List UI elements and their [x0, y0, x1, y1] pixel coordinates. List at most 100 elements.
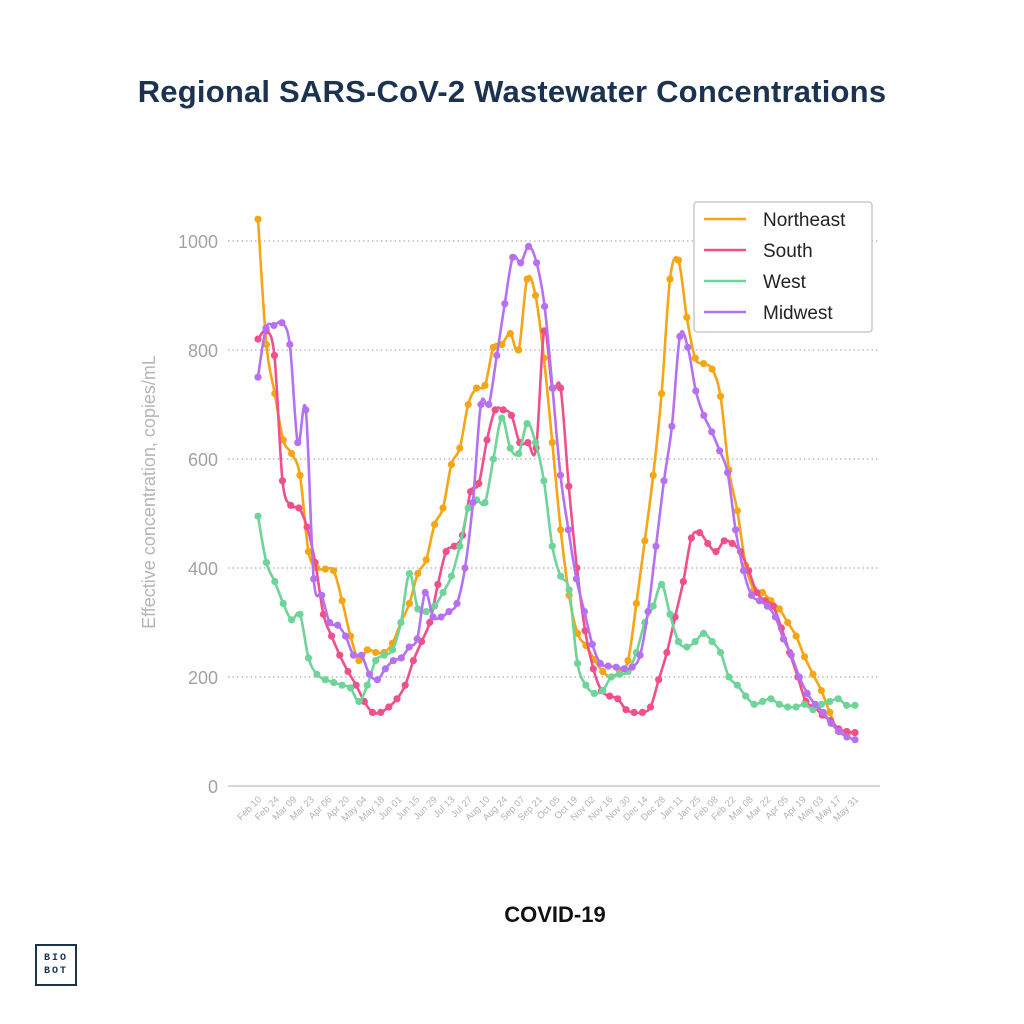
data-point-midwest — [373, 676, 381, 684]
data-point-midwest — [724, 469, 732, 477]
data-point-south — [254, 335, 262, 343]
series-midwest — [254, 242, 859, 744]
data-point-west — [557, 572, 565, 580]
footer-label: COVID-19 — [504, 902, 606, 927]
data-point-west — [271, 578, 279, 586]
data-point-northeast — [523, 275, 531, 283]
data-point-northeast — [809, 670, 817, 678]
data-point-west — [288, 616, 296, 624]
data-point-south — [450, 542, 458, 550]
data-point-west — [279, 599, 287, 608]
series-south — [254, 327, 859, 737]
series-line-west — [256, 416, 857, 711]
data-point-south — [606, 692, 614, 700]
data-point-west — [548, 542, 556, 550]
data-point-midwest — [421, 588, 429, 597]
data-point-northeast — [439, 504, 447, 512]
data-point-midwest — [541, 302, 549, 310]
data-point-south — [581, 627, 589, 635]
data-point-west — [355, 697, 363, 706]
data-point-northeast — [363, 646, 371, 654]
data-point-south — [557, 384, 565, 392]
data-point-midwest — [509, 253, 517, 261]
data-point-midwest — [787, 651, 795, 659]
data-point-midwest — [389, 657, 397, 665]
data-point-northeast — [405, 599, 413, 608]
data-point-west — [262, 558, 270, 567]
data-point-south — [696, 529, 704, 537]
data-point-south — [638, 708, 647, 717]
series-west — [254, 414, 859, 714]
data-point-west — [683, 643, 691, 651]
biobot-logo: BIO BOT — [35, 944, 77, 986]
data-point-south — [728, 539, 736, 548]
data-point-midwest — [763, 602, 772, 610]
data-point-south — [565, 482, 573, 490]
data-point-midwest — [740, 567, 748, 575]
data-point-west — [565, 586, 573, 594]
data-point-midwest — [755, 597, 764, 605]
data-point-midwest — [644, 608, 652, 616]
data-point-northeast — [515, 346, 523, 354]
data-point-northeast — [447, 460, 455, 468]
data-point-midwest — [334, 621, 342, 629]
data-point-northeast — [304, 548, 313, 556]
legend-label-midwest: Midwest — [763, 303, 833, 324]
data-point-midwest — [851, 736, 859, 744]
data-point-midwest — [708, 428, 716, 436]
data-point-northeast — [456, 444, 464, 452]
data-point-west — [330, 678, 338, 687]
data-point-south — [745, 567, 753, 575]
data-point-south — [524, 439, 532, 447]
data-point-midwest — [628, 663, 636, 671]
data-point-midwest — [556, 471, 565, 479]
data-point-northeast — [321, 565, 329, 573]
data-point-west — [716, 648, 725, 657]
data-point-west — [439, 588, 447, 597]
gridlines — [228, 240, 880, 678]
data-point-west — [599, 687, 607, 695]
logo-line-2: BOT — [43, 966, 68, 977]
data-point-northeast — [784, 618, 792, 627]
data-point-west — [590, 689, 598, 698]
data-point-northeast — [683, 313, 691, 321]
data-point-midwest — [517, 259, 525, 267]
data-point-midwest — [716, 447, 724, 455]
data-point-midwest — [620, 665, 628, 673]
data-point-northeast — [473, 384, 481, 392]
data-point-midwest — [700, 411, 708, 419]
data-point-west — [481, 499, 489, 507]
data-point-south — [720, 537, 728, 545]
data-point-west — [742, 692, 750, 700]
data-point-midwest — [437, 613, 445, 621]
data-point-west — [674, 638, 683, 646]
data-point-south — [467, 488, 475, 496]
data-point-midwest — [843, 733, 851, 741]
data-point-midwest — [429, 613, 437, 621]
data-point-south — [401, 681, 409, 689]
data-point-northeast — [599, 667, 607, 676]
data-point-midwest — [453, 599, 461, 608]
data-point-west — [296, 610, 304, 618]
data-point-south — [303, 523, 311, 531]
data-point-west — [784, 703, 792, 711]
data-point-midwest — [835, 727, 843, 736]
data-point-west — [582, 681, 590, 689]
data-point-west — [834, 695, 842, 703]
legend-label-west: West — [763, 272, 807, 293]
data-point-midwest — [636, 651, 644, 659]
data-point-west — [800, 700, 809, 708]
data-point-northeast — [826, 708, 834, 717]
data-point-west — [531, 439, 540, 447]
data-point-northeast — [481, 381, 489, 389]
data-point-northeast — [506, 330, 514, 338]
data-point-south — [295, 504, 303, 512]
data-point-west — [506, 444, 514, 452]
data-point-west — [809, 706, 817, 714]
data-point-west — [498, 414, 506, 422]
data-point-midwest — [533, 259, 541, 267]
data-point-west — [733, 681, 741, 689]
data-point-midwest — [604, 662, 612, 670]
data-point-south — [630, 708, 638, 717]
data-point-midwest — [771, 613, 780, 621]
